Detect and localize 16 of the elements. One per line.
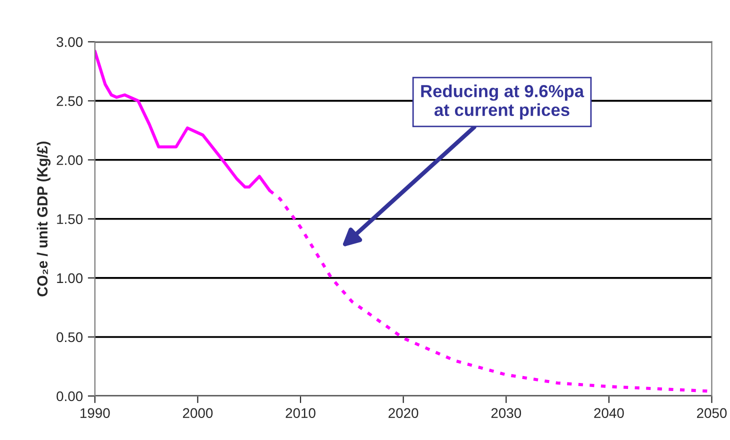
y-tick-label: 0.00 (56, 391, 83, 402)
x-tick-label: 1990 (80, 408, 110, 418)
x-tick-label: 2040 (594, 408, 624, 418)
y-tick-label: 0.50 (56, 332, 83, 342)
x-tick-label: 2020 (388, 408, 418, 418)
y-tick-label: 2.50 (56, 96, 83, 106)
x-tick-label: 2030 (491, 408, 522, 418)
y-tick-label: 3.00 (56, 37, 83, 47)
y-tick-label: 1.00 (57, 273, 83, 284)
annotation: Reducing at 9.6%pa at current prices (421, 84, 584, 120)
y-axis-title: CO₂e / unit GDP (Kg/£) (36, 142, 51, 296)
x-tick-label: 2010 (286, 408, 316, 418)
x-tick-label: 2050 (697, 408, 727, 418)
x-tick-label: 2000 (182, 408, 213, 418)
y-tick-label: 2.00 (56, 155, 83, 166)
y-tick-label: 1.50 (57, 214, 83, 224)
